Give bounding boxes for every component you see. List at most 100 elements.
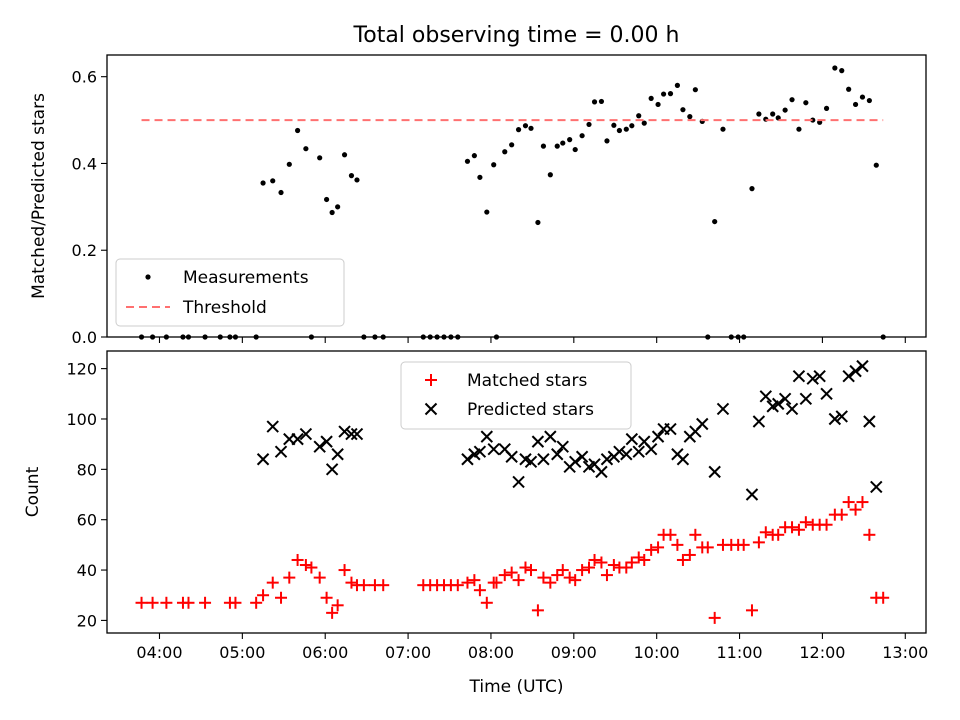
predicted-star-point — [256, 453, 270, 466]
matched-star-point — [588, 553, 601, 566]
measurement-point — [522, 123, 529, 129]
matched-star-point — [652, 541, 665, 554]
matched-star-point — [620, 561, 633, 574]
predicted-star-point — [600, 453, 614, 466]
x-tick-label: 07:00 — [385, 643, 431, 662]
predicted-star-point — [785, 402, 799, 416]
predicted-star-point — [745, 488, 759, 501]
predicted-star-point — [551, 448, 564, 461]
measurement-point — [286, 161, 292, 167]
top-y-axis-label: Matched/Predicted stars — [29, 93, 49, 299]
predicted-star-point — [632, 445, 645, 458]
measurement-point — [756, 111, 762, 117]
matched-star-point — [786, 521, 799, 534]
matched-star-point — [683, 548, 696, 561]
measurement-point — [823, 105, 830, 111]
x-tick-label: 08:00 — [468, 643, 514, 662]
x-tick-label: 05:00 — [219, 643, 265, 662]
y-tick-label: 20 — [77, 611, 97, 630]
matched-star-point — [345, 576, 358, 589]
measurement-point — [839, 68, 845, 74]
measurement-point — [270, 178, 276, 184]
matched-star-point — [745, 604, 758, 617]
measurement-point — [641, 120, 647, 126]
matched-star-point — [266, 576, 279, 589]
predicted-star-point — [350, 427, 364, 441]
matched-star-point — [283, 571, 296, 584]
matched-star-point — [468, 574, 481, 587]
predicted-star-point — [325, 463, 339, 476]
predicted-star-point — [799, 392, 813, 406]
matched-star-point — [331, 599, 344, 612]
y-tick-label: 0.2 — [72, 241, 97, 260]
measurement-point — [782, 107, 788, 113]
measurement-point — [846, 86, 852, 92]
measurement-point — [636, 113, 642, 119]
measurement-point — [674, 82, 680, 88]
y-tick-label: 0.4 — [72, 154, 97, 173]
top-axes: 0.0 0.2 0.4 0.6 Matched/Predicted stars Mea… — [29, 54, 927, 347]
matched-star-point — [229, 596, 242, 609]
measurement-point — [720, 126, 726, 132]
matched-star-point — [676, 553, 689, 566]
matched-star-point — [772, 528, 785, 541]
measurement-point — [692, 87, 698, 93]
predicted-star-point — [291, 432, 304, 446]
predicted-star-point — [338, 425, 351, 438]
measurement-point — [572, 146, 578, 153]
matched-star-point — [863, 528, 876, 541]
matched-star-point — [490, 576, 503, 589]
matched-star-point — [607, 559, 620, 572]
predicted-star-point — [487, 442, 500, 456]
measurement-point — [278, 189, 284, 196]
x-tick-label: 13:00 — [882, 643, 928, 662]
measurement-point — [567, 137, 573, 143]
top-axes-ticks: 0.0 0.2 0.4 0.6 — [72, 68, 906, 347]
predicted-star-point — [625, 432, 639, 446]
matched-star-point — [569, 574, 582, 587]
matched-star-point — [473, 584, 486, 597]
predicted-star-point — [331, 448, 344, 461]
measurement-point — [341, 152, 348, 158]
predicted-star-point — [512, 475, 525, 489]
x-tick-label: 04:00 — [136, 643, 182, 662]
measurement-point — [591, 99, 598, 105]
y-tick-label: 60 — [77, 511, 97, 530]
matched-star-point — [338, 564, 351, 577]
x-tick-label: 11:00 — [716, 643, 762, 662]
predicted-star-point — [620, 448, 633, 461]
matched-star-point — [525, 564, 538, 577]
matched-star-point — [377, 579, 390, 592]
matched-star-point — [160, 596, 173, 609]
measurement-point — [712, 218, 718, 225]
measurement-point — [491, 162, 497, 168]
top-legend: Measurements Threshold — [115, 258, 345, 327]
measurement-point — [464, 158, 471, 164]
matched-star-point — [820, 518, 833, 531]
measurement-point — [598, 98, 605, 105]
x-tick-label: 09:00 — [551, 643, 597, 662]
matched-star-point — [250, 596, 263, 609]
measurement-point — [832, 65, 838, 71]
bottom-legend: Matched stars Predicted stars — [400, 361, 632, 430]
measurement-point — [687, 114, 693, 120]
matched-star-point — [671, 538, 684, 551]
predicted-star-point — [313, 440, 326, 453]
measurement-point — [616, 127, 622, 134]
measurement-point — [660, 91, 667, 97]
matched-star-point — [299, 559, 312, 572]
matched-star-point — [505, 566, 518, 579]
measurement-point — [560, 140, 566, 146]
legend-matched-marker — [425, 374, 437, 386]
matched-star-point — [583, 561, 596, 574]
top-plot-area — [138, 65, 886, 340]
matched-star-point — [563, 571, 576, 584]
y-tick-label: 0.0 — [72, 328, 97, 347]
predicted-star-point — [696, 417, 709, 431]
measurement-point — [586, 121, 592, 128]
measurement-point — [611, 122, 617, 128]
matched-star-point — [664, 528, 677, 541]
predicted-star-point — [664, 422, 677, 436]
